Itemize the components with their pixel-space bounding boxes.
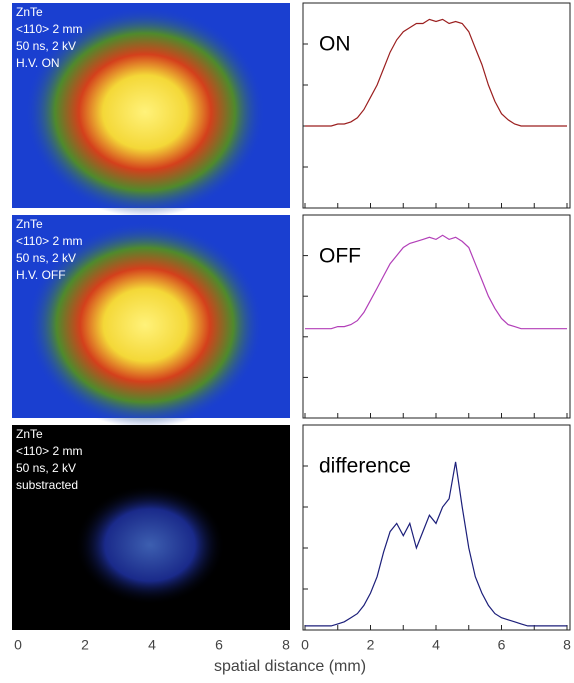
x-tick-label: 2 bbox=[81, 637, 89, 653]
x-tick-label: 4 bbox=[432, 637, 440, 653]
x-axis-title: spatial distance (mm) bbox=[214, 658, 366, 675]
heat-spot bbox=[25, 7, 265, 217]
panel-label: ON bbox=[319, 33, 351, 56]
diff-spot bbox=[75, 485, 225, 605]
image-caption: <110> 2 mm bbox=[16, 22, 82, 36]
x-tick-label: 2 bbox=[367, 637, 375, 653]
plot-frame bbox=[302, 2, 571, 209]
image-caption: 50 ns, 2 kV bbox=[16, 39, 76, 53]
image-caption: <110> 2 mm bbox=[16, 444, 82, 458]
image-caption: ZnTe bbox=[16, 427, 43, 441]
image-caption: ZnTe bbox=[16, 217, 43, 231]
image-caption: <110> 2 mm bbox=[16, 234, 82, 248]
image-caption: substracted bbox=[16, 478, 78, 492]
heat-spot bbox=[27, 222, 263, 428]
image-caption: H.V. ON bbox=[16, 56, 60, 70]
panel-label: OFF bbox=[319, 245, 361, 268]
profile-line bbox=[305, 18, 567, 127]
image-caption: 50 ns, 2 kV bbox=[16, 251, 76, 265]
plot-frame bbox=[302, 214, 571, 419]
x-tick-label: 0 bbox=[301, 637, 309, 653]
plots: ZnTe <110> 2 mm 50 ns, 2 kV H.V. ON ZnTe <110… bbox=[14, 2, 571, 675]
x-tick-label: 4 bbox=[148, 637, 156, 653]
x-tick-label: 8 bbox=[563, 637, 571, 653]
profile-line bbox=[305, 461, 567, 627]
plot-frame bbox=[302, 424, 571, 631]
x-tick-label: 8 bbox=[282, 637, 290, 653]
image-caption: 50 ns, 2 kV bbox=[16, 461, 76, 475]
panel-label: difference bbox=[319, 455, 411, 478]
profile-line bbox=[305, 234, 567, 330]
image-caption: H.V. OFF bbox=[16, 268, 66, 282]
x-tick-label: 6 bbox=[215, 637, 223, 653]
x-tick-label: 6 bbox=[498, 637, 506, 653]
image-caption: ZnTe bbox=[16, 5, 43, 19]
x-tick-label: 0 bbox=[14, 637, 22, 653]
